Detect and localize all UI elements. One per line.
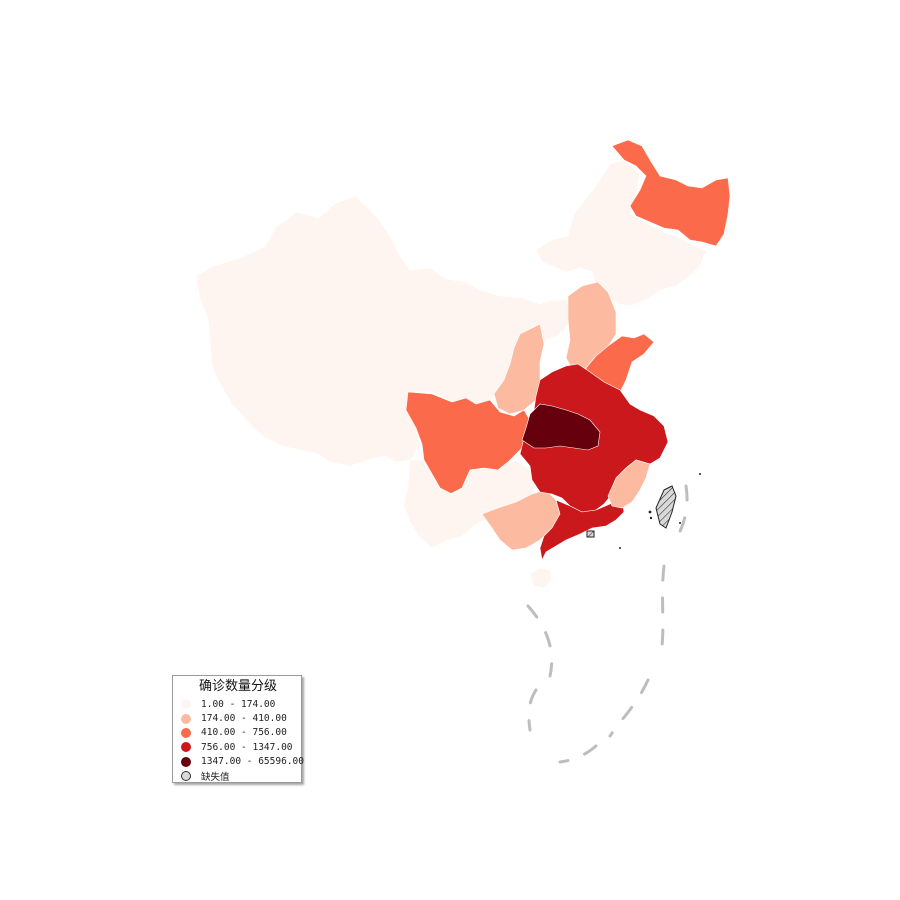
island-dot [648,510,652,514]
legend-label: 缺失值 [201,772,230,784]
legend-item: 缺失值 [181,769,295,783]
island-dot [649,516,653,520]
region-northeast-upper [535,159,707,307]
map-legend: 确诊数量分级 1.00 - 174.00 174.00 - 410.00 410… [172,675,304,783]
legend-label: 174.00 - 410.00 [201,713,287,725]
region-fujian [607,459,651,509]
region-hainan [529,567,553,589]
legend-title: 确诊数量分级 [198,679,277,694]
legend-swatch [181,699,191,710]
region-heilongjiang [611,139,731,247]
legend-item: 410.00 - 756.00 [181,726,295,740]
south-china-sea-boundary [526,484,689,764]
legend-item: 756.00 - 1347.00 [181,740,295,754]
region-shaanxi-west [493,323,545,415]
region-guangdong [539,499,625,561]
island-dot [679,522,681,524]
legend-items: 1.00 - 174.00 174.00 - 410.00 410.00 - 7… [181,697,304,783]
legend-item: 174.00 - 410.00 [181,711,295,725]
region-taiwan [655,485,677,529]
island-dot [699,473,701,475]
legend-swatch-missing [181,771,191,782]
legend-swatch [181,742,191,753]
legend-label: 756.00 - 1347.00 [201,741,293,753]
legend-item: 1.00 - 174.00 [181,697,295,711]
legend-label: 1.00 - 174.00 [201,698,276,710]
legend-label: 1347.00 - 65596.00 [201,756,304,768]
legend-item: 1347.00 - 65596.00 [181,755,304,769]
legend-swatch [181,756,191,767]
island-dot [619,547,621,549]
region-southwest-block [403,459,539,549]
legend-swatch [181,727,191,738]
region-hubei [521,403,601,451]
legend-swatch [181,713,191,724]
legend-label: 410.00 - 756.00 [201,727,287,739]
region-hongkong-macau [586,530,595,538]
